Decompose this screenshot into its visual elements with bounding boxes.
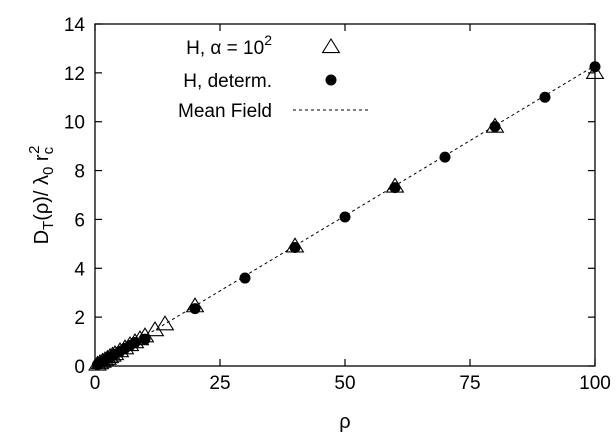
y-tick-label: 10 xyxy=(64,113,85,134)
circle-point xyxy=(489,121,501,133)
triangle-point xyxy=(155,315,175,331)
legend-circle-marker xyxy=(325,74,337,86)
legend-label: Mean Field xyxy=(178,101,272,122)
legend-triangle-marker xyxy=(321,37,341,54)
circle-point xyxy=(289,242,301,254)
axis-labels: ρ DT(ρ)/ λ0 rc2 xyxy=(26,146,351,433)
x-tick-label: 50 xyxy=(334,373,355,394)
x-tick-label: 0 xyxy=(90,373,101,394)
triangle-point xyxy=(585,63,605,80)
x-tick-label: 100 xyxy=(579,373,611,394)
plot-area-border xyxy=(94,23,596,367)
y-tick-label: 8 xyxy=(74,162,85,183)
circle-point xyxy=(189,303,201,315)
y-tick-label: 14 xyxy=(64,15,86,36)
mean-field-line xyxy=(94,65,596,367)
axis-ticks: 0 25 50 75 100 0 2 4 6 8 10 12 14 xyxy=(64,15,611,394)
circle-point xyxy=(539,91,551,103)
y-tick-label: 6 xyxy=(74,210,85,231)
circle-series xyxy=(92,61,601,371)
circle-point xyxy=(239,272,251,284)
mean-field-series xyxy=(94,65,596,367)
legend: H, α = 102 H, determ. Mean Field xyxy=(178,32,369,122)
circle-point xyxy=(129,337,141,349)
y-axis-label: DT(ρ)/ λ0 rc2 xyxy=(26,146,57,245)
circle-point xyxy=(389,182,401,194)
triangle-point xyxy=(145,321,165,337)
y-tick-label: 12 xyxy=(64,64,85,85)
plot-frame xyxy=(94,23,596,367)
x-tick-label: 25 xyxy=(209,373,230,394)
x-axis-label: ρ xyxy=(339,411,350,433)
circle-point xyxy=(139,333,151,345)
legend-label: H, determ. xyxy=(183,71,272,92)
y-tick-label: 0 xyxy=(74,357,85,378)
x-tick-label: 75 xyxy=(459,373,480,394)
circle-point xyxy=(339,211,351,223)
circle-point xyxy=(439,151,451,163)
circle-point xyxy=(589,61,601,73)
legend-label: H, α = 102 xyxy=(186,32,272,59)
y-tick-label: 4 xyxy=(74,259,85,280)
y-tick-label: 2 xyxy=(74,308,85,329)
